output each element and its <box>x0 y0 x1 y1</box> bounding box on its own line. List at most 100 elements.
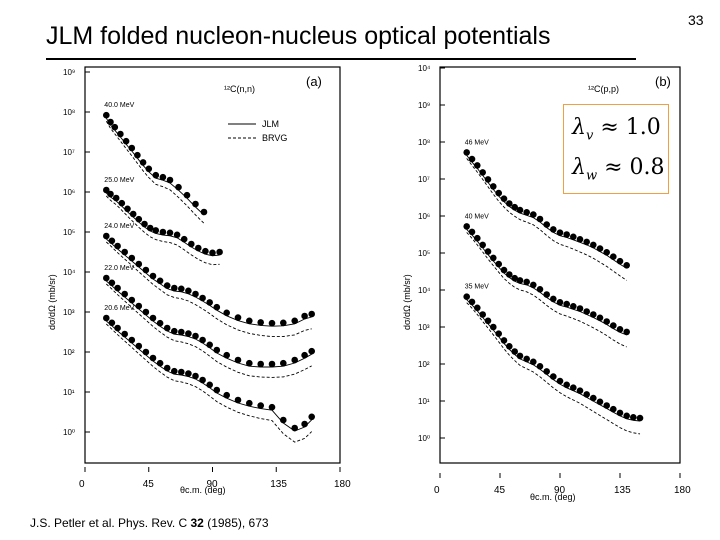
panel-b-frame <box>439 66 681 464</box>
citation: J.S. Petler et al. Phys. Rev. C 32 (1985… <box>30 516 269 530</box>
lambda-w-row: λw ≈ 0.8 <box>572 155 665 183</box>
panel-a-energy-label: 24.0 MeV <box>104 223 134 230</box>
title-underline <box>46 58 636 60</box>
panel-a-data-point <box>156 359 164 367</box>
panel-a-ytick-label: 10⁷ <box>63 148 75 157</box>
panel-a-data-point <box>178 328 185 336</box>
panel-a-xtick-label: 90 <box>207 479 219 490</box>
panel-b-data-point <box>543 291 550 298</box>
panel-a-data-point <box>268 319 276 327</box>
panel-a-data-point <box>103 111 110 119</box>
panel-a-data-point <box>178 368 185 376</box>
panel-b-ytick-label: 10⁴ <box>418 64 431 73</box>
panel-b-data-point <box>530 281 537 289</box>
panel-a-data-point <box>223 351 230 359</box>
panel-b-data-point <box>543 221 550 228</box>
panel-a-data-point <box>173 231 181 239</box>
panel-a-data-point <box>301 351 308 359</box>
panel-a-xlabel: θc.m. (deg) <box>180 485 226 495</box>
panel-a-data-point <box>199 376 206 384</box>
panel-b-data-point <box>479 311 487 318</box>
legend-jlm-label: JLM <box>262 119 279 129</box>
panel-a-data-point <box>268 360 276 368</box>
panel-b-data-point <box>500 195 508 202</box>
panel-a-data-point <box>128 296 136 304</box>
panel-b-ticks: 0 45 90 135 180 10⁰ 10¹ 10² 10³ 10⁴ 10⁵ 10⁶ 10⁷ 10⁸ 10… <box>418 64 691 496</box>
panel-a-data-point <box>301 420 308 428</box>
panel-b-data-point <box>603 402 610 409</box>
panel-a-data-point <box>301 312 308 320</box>
panel-b-data-point <box>511 203 518 211</box>
panel-a-data-point <box>135 342 143 350</box>
panel-b-data-point <box>468 228 476 236</box>
panel-a-data-point <box>118 199 126 207</box>
lambda-w-symbol: λ <box>572 155 586 180</box>
panel-a-data-point <box>192 332 199 340</box>
panel-a-ytick-label: 10³ <box>63 308 75 317</box>
panel-b-data-point <box>479 241 487 249</box>
panel-b-data-point <box>550 373 557 380</box>
panel-a-frame <box>84 66 341 464</box>
panel-a-data-point <box>257 402 265 409</box>
panel-b-data-point <box>570 233 577 241</box>
panel-a-jlm-curve <box>106 280 312 368</box>
panel-b-data-point <box>603 318 610 325</box>
panel-b-ytick-label: 10⁹ <box>418 101 430 110</box>
panel-a-data-point <box>175 183 182 191</box>
panel-b-data-point <box>616 257 624 265</box>
panel-a-data-point <box>145 165 153 173</box>
panel-b-data-point <box>556 299 564 306</box>
panel-b-data-point <box>511 274 518 282</box>
panel-a-data-point <box>234 396 242 404</box>
panel-b-data-point <box>610 405 617 413</box>
panel-b-data-point <box>474 304 481 312</box>
panel-a-ytick-label: 10² <box>63 348 75 357</box>
panel-a-data-point <box>163 324 171 332</box>
panel-b-energy-label: 46 MeV <box>465 139 489 146</box>
panel-a-data-point <box>171 284 178 292</box>
panel-b-data-point <box>495 260 503 268</box>
panel-a-brvg-curve <box>105 283 312 378</box>
panel-b-ytick-label: 10³ <box>418 323 430 332</box>
panel-a-data-point <box>108 319 116 327</box>
panel-a-data-point <box>246 317 253 325</box>
panel-a-data-point <box>139 159 147 166</box>
panel-a-data-point <box>159 228 167 236</box>
panel-a-data-point <box>200 208 208 216</box>
panel-a-data-point <box>156 277 164 285</box>
panel-b-data-point <box>576 236 584 243</box>
panel-a-data-point <box>163 282 171 289</box>
panel-b-data-point <box>490 183 497 190</box>
panel-b-data-point <box>610 322 617 329</box>
panel-a-data-point <box>280 359 287 367</box>
panel-a-jlm-curve <box>106 320 313 432</box>
panel-a-xtick-label: 180 <box>334 479 351 490</box>
panel-a-data-point <box>185 287 192 295</box>
panel-a-data-point <box>166 229 174 237</box>
panel-a-ticks: 0 45 90 135 180 10⁰ 10¹ 10² 10³ 10⁴ 10⁵ 10⁶ 10⁷ 10⁸ 10… <box>63 68 351 490</box>
panel-a-data-point <box>149 272 157 280</box>
panel-b-ytick-label: 10⁸ <box>418 138 430 147</box>
panel-a-data-point <box>107 118 114 126</box>
panel-a-data-point <box>121 290 128 298</box>
panel-b-data-point <box>623 412 630 420</box>
panel-a-ytick-label: 10⁵ <box>63 228 75 237</box>
panel-a-data-point <box>192 372 199 380</box>
panel-a-data-point <box>108 279 116 287</box>
panel-a-data-point <box>112 194 120 202</box>
panel-b-data-point <box>563 300 570 308</box>
panel-b-data-point <box>636 414 644 422</box>
panel-b-data-point <box>536 215 544 223</box>
panel-a-data-point <box>209 249 216 257</box>
panel-a-data-point <box>280 319 287 327</box>
panel-b-data-point <box>479 169 487 176</box>
panel-a-ytick-label: 10⁹ <box>63 68 75 77</box>
panel-a-energy-label: 40.0 MeV <box>104 102 134 109</box>
panel-a-data-point <box>291 356 299 364</box>
panel-a-data-point <box>149 314 157 322</box>
panel-b-data-point <box>495 330 503 338</box>
panel-a-brvg-curve <box>105 323 313 443</box>
panel-a-data-point <box>103 274 110 282</box>
lambda-v-sub: v <box>585 128 594 144</box>
panel-a-energy-label: 25.0 MeV <box>104 177 134 184</box>
